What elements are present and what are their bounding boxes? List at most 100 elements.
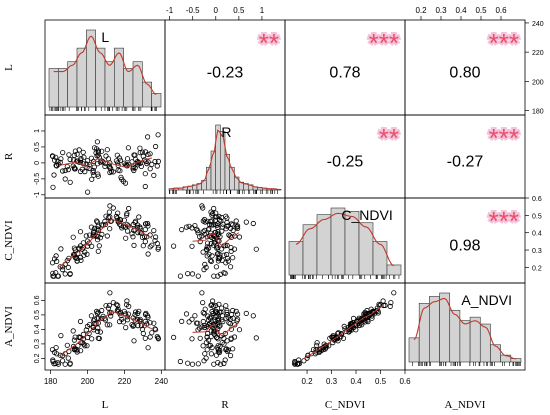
scatter-point: [91, 164, 97, 170]
scatter-point: [223, 213, 229, 219]
scatter-point: [207, 342, 213, 348]
scatter-point: [132, 317, 138, 323]
scatter-point: [55, 273, 61, 279]
scatter-point: [108, 313, 114, 319]
y-tick-label: 0.5: [34, 310, 41, 320]
y-tick-label: 240: [532, 21, 544, 28]
scatter-point: [74, 255, 80, 261]
scatter-point: [360, 316, 366, 322]
scatter-point: [177, 273, 183, 279]
scatter-point: [218, 309, 224, 315]
scatter-point: [224, 219, 230, 225]
scatter-point: [84, 343, 90, 349]
scatter-point: [369, 315, 375, 321]
scatter-point: [125, 223, 131, 229]
histogram-bar: [58, 68, 68, 108]
scatter-point: [147, 334, 153, 340]
scatter-point: [356, 315, 362, 321]
scatter-point: [202, 227, 208, 233]
histogram-bar: [469, 316, 481, 363]
scatter-point: [204, 334, 210, 340]
scatter-point: [145, 220, 151, 227]
scatter-point: [83, 327, 89, 333]
scatter-point: [88, 155, 95, 161]
scatter-point: [222, 357, 228, 363]
scatter-point: [208, 209, 214, 215]
scatter-point: [81, 154, 87, 160]
x-tick-label: 0.4: [455, 6, 467, 15]
scatter-point: [183, 224, 190, 230]
scatter-point: [140, 330, 146, 337]
scatter-point: [208, 218, 214, 224]
scatter-point: [142, 335, 148, 341]
scatter-point: [224, 312, 230, 318]
histogram-bar: [510, 358, 522, 363]
y-tick-label: 0.4: [532, 231, 542, 238]
x-tick-label: 0.5: [233, 6, 245, 15]
scatter-point: [193, 320, 200, 326]
x-tick-label: 180: [44, 377, 58, 386]
density-curve: [171, 129, 279, 190]
scatter-point: [347, 321, 353, 327]
histogram-bar: [229, 166, 235, 191]
scatter-point: [97, 235, 104, 241]
scatter-point: [185, 270, 191, 277]
scatter-point: [154, 163, 160, 169]
scatter-point: [99, 231, 105, 237]
scatter-point: [207, 257, 213, 264]
scatter-point: [231, 334, 238, 340]
scatter-point: [202, 324, 208, 331]
histogram-bar: [408, 337, 420, 363]
scatter-point: [203, 264, 209, 270]
scatter-point: [253, 246, 259, 252]
x-tick-label: -0.5: [186, 6, 200, 15]
scatter-point: [49, 153, 56, 159]
x-tick-label: -1: [166, 6, 174, 15]
scatter-point: [103, 153, 109, 159]
scatter-point: [200, 343, 206, 349]
scatter-point: [223, 226, 229, 232]
scatter-point: [216, 301, 222, 307]
y-tick-label: 0.5: [34, 142, 41, 152]
scatter-point: [189, 316, 195, 322]
scatter-point: [243, 219, 249, 225]
histogram-bar: [123, 68, 134, 108]
x-tick-label: 0.5: [375, 377, 387, 386]
scatter-point: [201, 216, 208, 223]
scatter-point: [107, 160, 113, 166]
scatter-point: [147, 151, 153, 157]
panel-frame: [164, 197, 286, 284]
histogram-bar: [206, 166, 212, 191]
scatter-point: [153, 327, 159, 333]
significance-stars: **: [259, 28, 279, 58]
scatter-point: [142, 171, 148, 177]
scatter-point: [94, 139, 101, 145]
histogram-bar: [316, 214, 332, 276]
scatter-point: [64, 257, 70, 264]
scatter-point: [89, 176, 95, 182]
scatter-point: [102, 218, 108, 224]
smooth-fit-line: [58, 218, 153, 268]
scatter-point: [49, 346, 56, 353]
y-tick-label: 1: [34, 129, 41, 133]
histogram-layer: [48, 29, 522, 366]
scatter-point: [85, 189, 91, 195]
scatter-point: [66, 152, 72, 158]
y-tick-label: -1: [34, 192, 41, 198]
scatter-point: [55, 359, 61, 366]
scatter-point: [153, 143, 159, 150]
scatter-point: [53, 154, 59, 160]
scatter-point: [209, 308, 215, 315]
y-tick-label: -0.5: [34, 173, 41, 185]
x-tick-label: 0.6: [399, 377, 411, 386]
scatter-point: [222, 243, 228, 249]
scatter-point: [140, 153, 146, 159]
smooth-fit-line: [192, 232, 240, 247]
scatter-point: [224, 346, 230, 352]
scatter-point: [185, 360, 191, 366]
scatter-point: [208, 302, 214, 308]
scatter-point: [67, 156, 73, 163]
scatter-point: [202, 351, 208, 357]
scatter-point: [94, 226, 100, 232]
